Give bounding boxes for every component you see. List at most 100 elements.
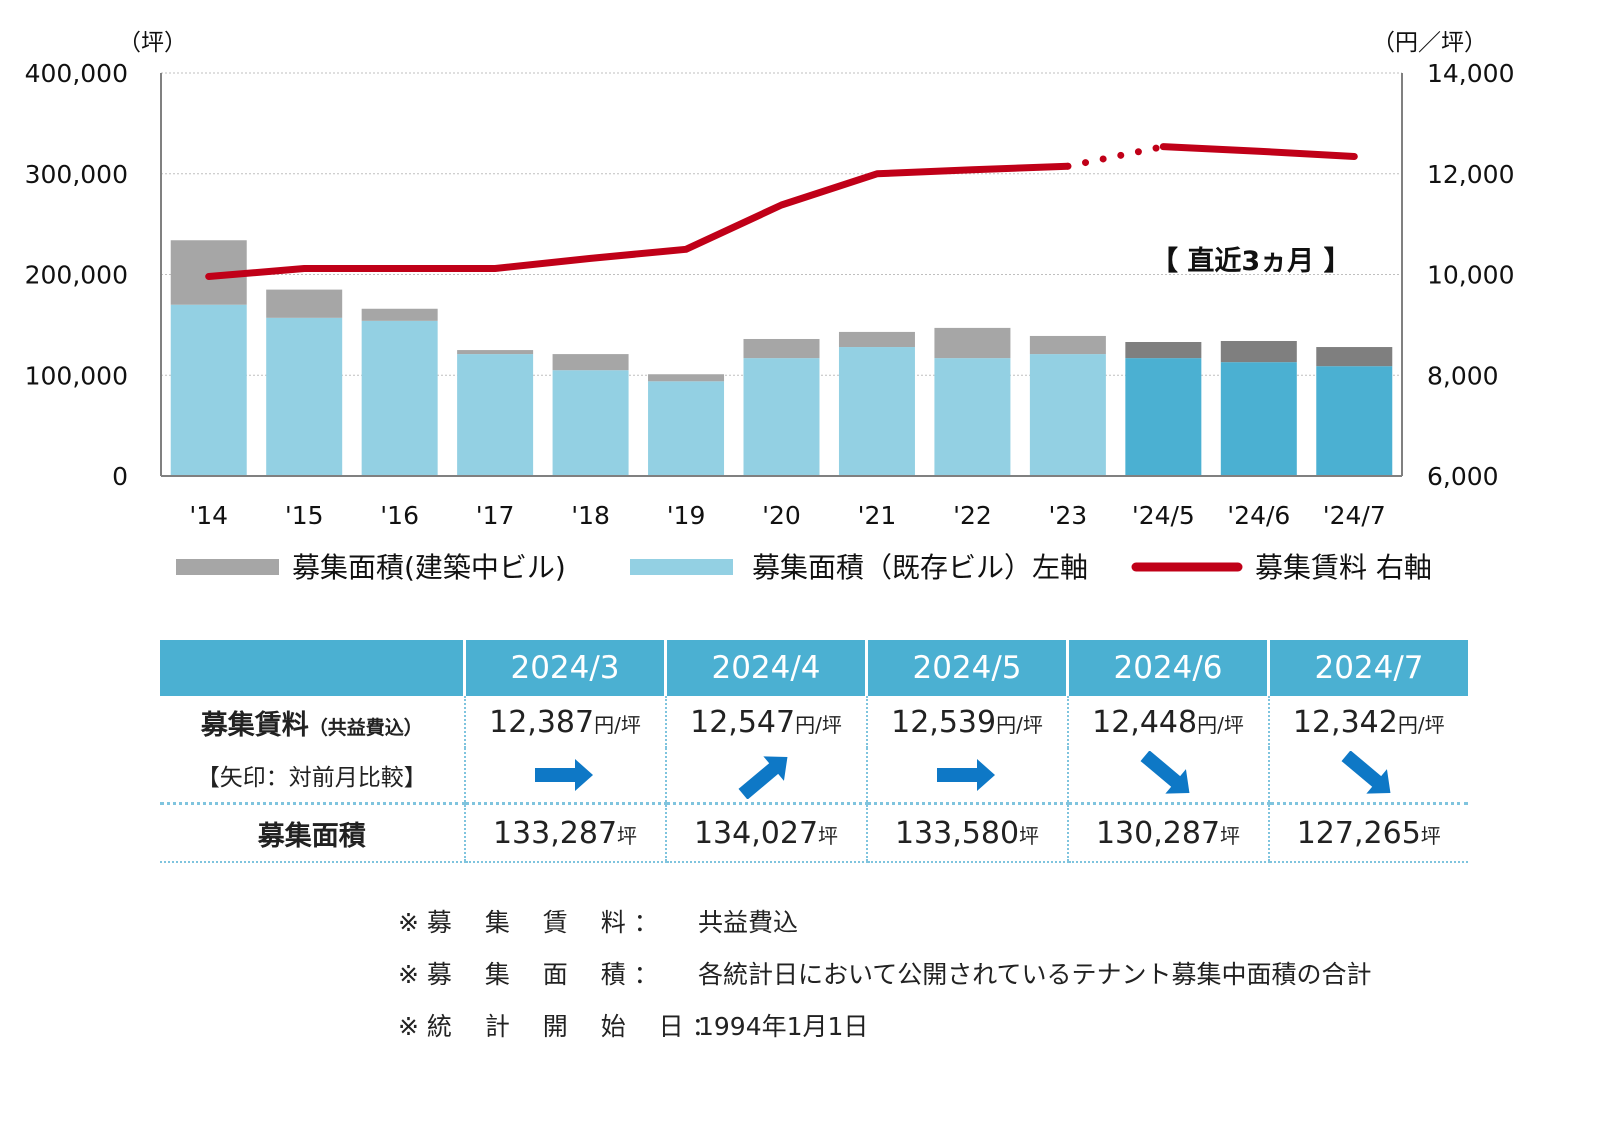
rent-line-recent	[1159, 143, 1358, 160]
rent-value: 12,342	[1292, 704, 1398, 740]
legend-label: 募集面積(建築中ビル)	[292, 551, 566, 584]
rent-unit: 円/坪	[1397, 712, 1445, 737]
bar-existing	[934, 358, 1011, 476]
footnote: ※ 統 計 開 始 日 ：1994年1月1日	[398, 1001, 1372, 1053]
rent-unit: 円/坪	[795, 712, 842, 737]
rent-cell: 12,539円/坪	[865, 696, 1068, 748]
footnote: ※ 募 集 面 積 ： 各統計日において公開されているテナント募集中面積の合計	[398, 949, 1372, 1001]
x-tick: '16	[380, 501, 419, 530]
bar-construction	[266, 289, 343, 318]
bar-existing	[457, 354, 534, 476]
bar-existing	[648, 381, 725, 476]
period-header: 2024/7	[1267, 640, 1468, 696]
legend-label: 募集面積（既存ビル）左軸	[752, 551, 1088, 584]
legend-swatch	[630, 559, 733, 575]
y-right-tick: 12,000	[1427, 160, 1514, 189]
y-left-tick: 200,000	[25, 261, 128, 290]
legend-label: 募集賃料 右軸	[1255, 551, 1432, 584]
table-header-blank	[160, 640, 465, 696]
axes: 400,000 14,000 300,000 12,000 200,000 10,000 1…	[25, 30, 1515, 530]
x-tick: '14	[189, 501, 228, 530]
bar-existing	[838, 347, 915, 476]
footnotes: ※ 募 集 賃 料 ： 共益費込 ※ 募 集 面 積 ： 各統計日において公開されて…	[398, 897, 1372, 1053]
area-value: 130,287	[1095, 815, 1221, 851]
table-header-row: 2024/3 2024/4 2024/5 2024/6 2024/7	[160, 640, 1468, 696]
area-row: 募集面積 133,287坪 134,027坪 133,580坪 130,287坪…	[160, 803, 1468, 863]
area-unit: 坪	[818, 823, 839, 848]
area-value: 134,027	[693, 815, 819, 851]
period-header: 2024/6	[1066, 640, 1269, 696]
legend-swatch	[176, 559, 279, 575]
period-header: 2024/4	[664, 640, 867, 696]
footnote-label: ※ 募 集 面 積 ：	[398, 960, 659, 989]
y-left-tick: 400,000	[25, 59, 128, 88]
bar-construction	[1220, 340, 1297, 363]
arrow-row: 【矢印：対前月比較】	[160, 748, 1468, 805]
bar-existing	[1220, 362, 1297, 476]
footnote-text: 各統計日において公開されているテナント募集中面積の合計	[698, 960, 1372, 989]
trend-arrow-cell	[1066, 748, 1269, 805]
y-right-tick: 6,000	[1427, 462, 1499, 491]
x-tick: '24/7	[1323, 501, 1386, 530]
bar-construction	[838, 331, 915, 348]
bar-construction	[1029, 335, 1106, 355]
area-cell: 134,027坪	[664, 803, 867, 863]
rent-line-annual	[205, 162, 1072, 280]
y-right-tick: 10,000	[1427, 261, 1514, 290]
area-cell: 130,287坪	[1066, 803, 1269, 863]
rent-sublabel: （共益費込）	[308, 716, 423, 739]
recruitment-area-rent-chart: 400,000 14,000 300,000 12,000 200,000 10,000 1…	[25, 30, 1515, 584]
x-tick: '20	[762, 501, 801, 530]
rent-cell: 12,342円/坪	[1267, 696, 1468, 748]
area-value: 133,287	[492, 815, 618, 851]
rent-cell: 12,387円/坪	[463, 696, 666, 748]
x-tick: '19	[667, 501, 706, 530]
rent-unit: 円/坪	[996, 712, 1043, 737]
x-tick: '18	[571, 501, 610, 530]
y-left-tick: 300,000	[25, 160, 128, 189]
x-tick: '23	[1049, 501, 1088, 530]
area-unit: 坪	[1019, 823, 1040, 848]
bar-existing	[361, 320, 438, 476]
y-left-tick: 0	[112, 462, 128, 491]
rent-line	[205, 143, 1358, 280]
trend-arrow-icon	[738, 756, 788, 799]
monthly-summary-table: 2024/3 2024/4 2024/5 2024/6 2024/7 募集賃料（…	[160, 640, 1468, 863]
area-cell: 127,265坪	[1267, 803, 1468, 863]
bar-existing	[1029, 354, 1106, 476]
area-value: 133,580	[894, 815, 1020, 851]
area-unit: 坪	[617, 823, 638, 848]
arrow-row-label: 【矢印：対前月比較】	[160, 748, 465, 805]
footnote-text: 共益費込	[698, 908, 799, 937]
trend-arrow-cell	[463, 748, 666, 805]
bar-existing	[743, 358, 820, 476]
trend-arrow-cell	[664, 748, 867, 805]
rent-unit: 円/坪	[1197, 712, 1244, 737]
period-header: 2024/5	[865, 640, 1068, 696]
y-right-unit: （円／坪）	[1372, 30, 1487, 56]
rent-value: 12,539	[891, 704, 997, 740]
trend-arrow-icon	[535, 759, 593, 791]
bars	[170, 240, 1393, 476]
period-header: 2024/3	[463, 640, 666, 696]
x-tick: '24/5	[1132, 501, 1195, 530]
footnote-label: ※ 統 計 開 始 日 ：	[398, 1012, 717, 1041]
area-row-label: 募集面積	[160, 803, 465, 863]
bar-construction	[457, 350, 534, 355]
bar-construction	[648, 374, 725, 382]
rent-label: 募集賃料	[200, 709, 309, 741]
rent-cell: 12,448円/坪	[1066, 696, 1269, 748]
bar-construction	[361, 308, 438, 321]
arrow-note: 【矢印：対前月比較】	[196, 765, 427, 791]
area-value: 127,265	[1296, 815, 1421, 851]
area-cell: 133,287坪	[463, 803, 666, 863]
bar-construction	[934, 327, 1011, 359]
rent-row-label: 募集賃料（共益費込）	[160, 696, 465, 748]
x-tick: '17	[476, 501, 515, 530]
recent-months-label: 【 直近3ヵ月 】	[1151, 246, 1351, 277]
bar-construction	[1125, 342, 1202, 359]
bar-existing	[1125, 358, 1202, 476]
bar-existing	[1316, 366, 1393, 476]
x-tick: '22	[953, 501, 992, 530]
trend-arrow-cell	[1267, 748, 1468, 805]
